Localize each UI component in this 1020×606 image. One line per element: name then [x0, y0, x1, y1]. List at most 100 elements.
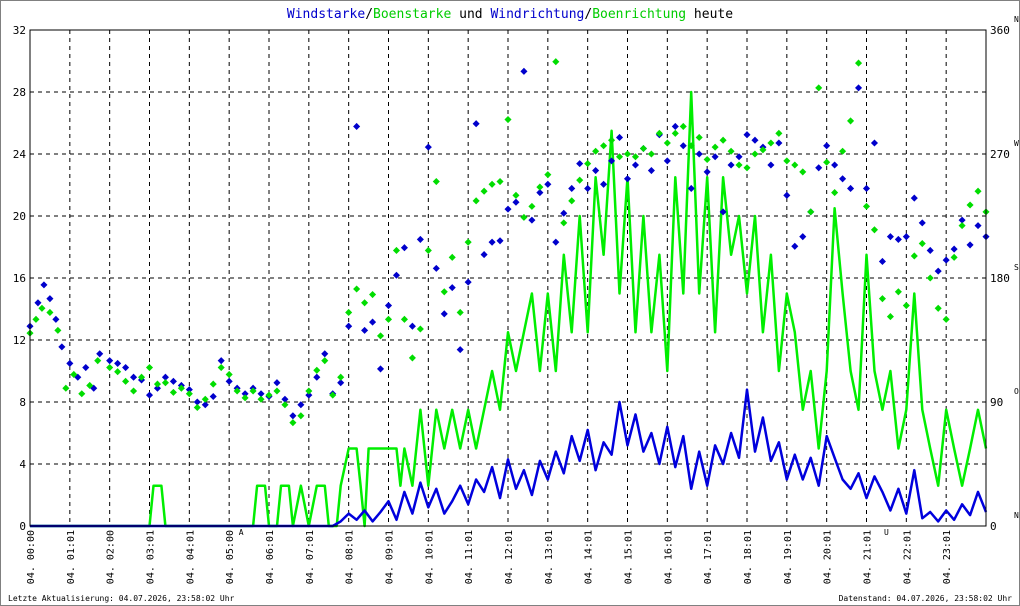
windrichtung-point	[600, 180, 608, 188]
boenrichtung-point	[345, 308, 353, 316]
boenrichtung-point	[934, 304, 942, 312]
windrichtung-point	[345, 322, 353, 330]
windrichtung-point	[950, 245, 958, 253]
boenrichtung-point	[711, 143, 719, 151]
boenrichtung-point	[504, 116, 512, 124]
windrichtung-point	[130, 373, 138, 381]
x-tick-label: 04. 00:00	[26, 530, 37, 584]
boenrichtung-point	[815, 84, 823, 92]
title-part: /	[584, 7, 592, 22]
boenrichtung-point	[281, 401, 289, 409]
windrichtung-point	[719, 208, 727, 216]
boenrichtung-point	[392, 246, 401, 254]
boenrichtung-point	[600, 142, 608, 150]
x-tick-label: 04. 03:01	[146, 530, 157, 584]
boenrichtung-point	[974, 187, 982, 195]
boenrichtung-point	[496, 178, 504, 186]
windrichtung-point	[488, 238, 496, 246]
windrichtung-point	[584, 184, 592, 192]
boenrichtung-point	[313, 366, 321, 374]
boenrichtung-point	[878, 295, 886, 303]
title-part: heute	[686, 7, 733, 22]
windrichtung-point	[894, 235, 902, 243]
title-part: Windrichtung	[490, 7, 584, 22]
title-part: Boenrichtung	[592, 7, 686, 22]
boenrichtung-point	[114, 368, 122, 376]
windrichtung-point	[512, 198, 520, 206]
windrichtung-point	[902, 233, 910, 241]
x-tick-label: 04. 12:01	[504, 530, 515, 584]
windrichtung-point	[695, 150, 703, 158]
boenrichtung-point	[353, 285, 361, 293]
windrichtung-point	[40, 281, 48, 289]
boenrichtung-point	[70, 370, 78, 378]
boenrichtung-point	[608, 136, 616, 144]
boenrichtung-point	[305, 387, 313, 395]
windrichtung-point	[273, 379, 281, 387]
windrichtung-point	[687, 184, 695, 192]
boenrichtung-point	[560, 219, 568, 227]
windrichtung-point	[416, 235, 424, 243]
windrichtung-point	[289, 412, 297, 420]
boenrichtung-point	[719, 136, 727, 144]
boenrichtung-point	[854, 59, 863, 67]
boenstarke-line	[30, 90, 988, 528]
chart-title: Windstarke/Boenstarke und Windrichtung/B…	[287, 7, 733, 22]
windrichtung-point	[472, 120, 480, 128]
y-tick-label: 4	[19, 458, 26, 471]
boenrichtung-point	[910, 252, 918, 260]
boenrichtung-point	[408, 354, 416, 362]
windrichtung-point	[854, 84, 863, 92]
windrichtung-point	[96, 350, 104, 358]
boenrichtung-point	[209, 380, 217, 388]
windrichtung-point	[831, 161, 839, 169]
boenrichtung-point	[400, 315, 408, 323]
boenrichtung-point	[847, 117, 855, 125]
direction-letter: N	[1014, 511, 1019, 520]
boenrichtung-point	[759, 146, 767, 154]
windrichtung-point	[623, 175, 632, 183]
windrichtung-point	[225, 377, 233, 385]
boenrichtung-point	[615, 153, 624, 161]
windrichtung-point	[400, 244, 408, 252]
windrichtung-point	[464, 278, 472, 286]
windrichtung-point	[751, 136, 759, 144]
x-tick-label: 04. 15:01	[624, 530, 635, 584]
windrichtung-point	[974, 222, 982, 230]
boenrichtung-point	[703, 155, 711, 164]
boenrichtung-point	[791, 161, 799, 169]
boenrichtung-point	[950, 253, 958, 261]
boenrichtung-point	[432, 178, 440, 186]
boenrichtung-point	[249, 387, 257, 395]
windrichtung-point	[408, 322, 416, 330]
boenrichtung-point	[145, 364, 154, 372]
boenrichtung-point	[448, 253, 456, 261]
boenrichtung-point	[823, 158, 831, 166]
windrichtung-point	[241, 390, 249, 398]
boenrichtung-point	[743, 164, 751, 172]
windrichtung-point	[480, 251, 488, 259]
boenrichtung-point	[193, 403, 201, 412]
windrichtung-point	[528, 216, 536, 224]
boenrichtung-point	[799, 168, 807, 176]
windrichtung-point	[361, 326, 369, 334]
windrichtung-point	[34, 299, 42, 307]
windrichtung-point	[847, 184, 855, 192]
plot-border	[29, 29, 987, 527]
windrichtung-point	[799, 233, 807, 241]
boenrichtung-point	[384, 315, 393, 323]
windstarke-line	[30, 388, 988, 528]
boenrichtung-point	[966, 201, 974, 209]
windrichtung-point	[711, 153, 719, 161]
windrichtung-point	[297, 401, 305, 409]
boenrichtung-point	[241, 394, 249, 402]
boenrichtung-point	[94, 357, 102, 365]
boenrichtung-point	[472, 197, 480, 205]
y-tick-label: 16	[13, 272, 26, 285]
y2-tick-label: 180	[990, 272, 1010, 285]
boenrichtung-point	[592, 147, 600, 155]
windrichtung-point	[631, 161, 640, 169]
y-tick-label: 28	[13, 86, 26, 99]
boenrichtung-point	[735, 161, 743, 169]
